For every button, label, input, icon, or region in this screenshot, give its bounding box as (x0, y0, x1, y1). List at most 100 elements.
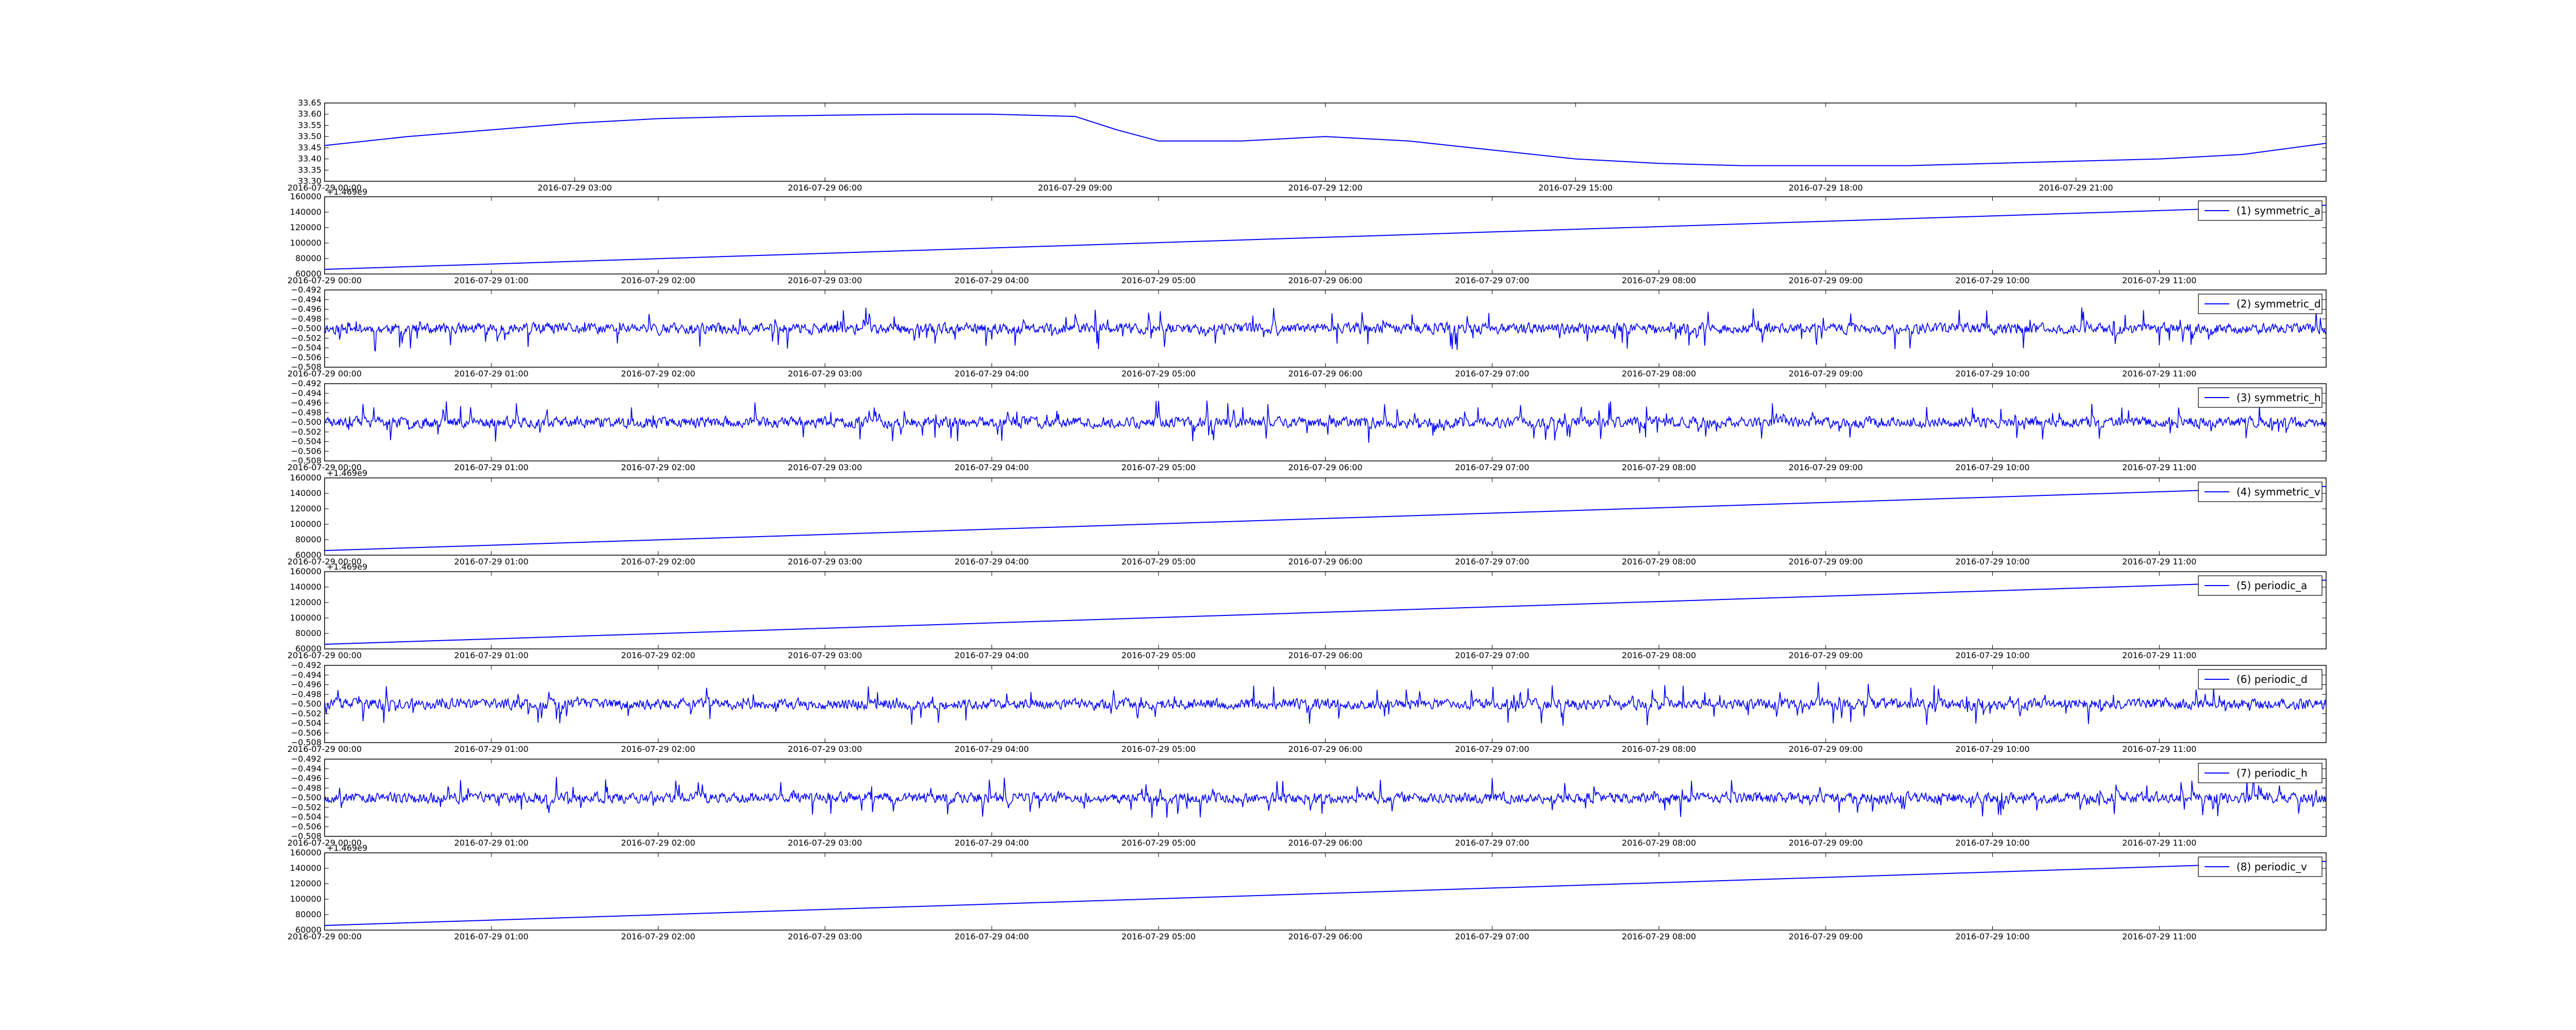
x-tick-label: 2016-07-29 05:00 (1122, 650, 1196, 660)
y-tick-label: −0.508 (291, 737, 321, 747)
x-tick-label: 2016-07-29 02:00 (621, 557, 695, 566)
y-tick-label: 60000 (295, 550, 321, 560)
y-tick-label: −0.502 (291, 333, 321, 343)
series-line-1 (324, 774, 2327, 818)
y-tick-label: −0.502 (291, 427, 321, 437)
legend: (5) periodic_a (2198, 575, 2323, 596)
y-tick-label: 80000 (295, 909, 321, 919)
x-tick-label: 2016-07-29 08:00 (1622, 557, 1696, 566)
y-tick-label: 60000 (295, 644, 321, 654)
x-tick-label: 2016-07-29 01:00 (454, 369, 529, 379)
y-tick-label: 160000 (290, 192, 321, 201)
x-tick-label: 2016-07-29 06:00 (1288, 557, 1362, 566)
x-tick-label: 2016-07-29 02:00 (621, 744, 695, 754)
y-tick-label: −0.494 (291, 764, 321, 774)
y-tick-label: 33.65 (298, 98, 321, 108)
y-tick-label: 100000 (290, 238, 321, 248)
x-tick-label: 2016-07-29 11:00 (2122, 838, 2196, 848)
x-tick-label: 2016-07-29 05:00 (1122, 369, 1196, 379)
legend: (2) symmetric_d (2198, 294, 2323, 314)
x-tick-label: 2016-07-29 00:00 (287, 932, 362, 941)
y-tick-label: −0.506 (291, 728, 321, 737)
x-tick-label: 2016-07-29 02:00 (621, 369, 695, 379)
series-line-1 (324, 861, 2327, 926)
x-tick-label: 2016-07-29 07:00 (1455, 650, 1529, 660)
chart-panel-2: (1) symmetric_a 60000 80000 100000 120000 140… (287, 187, 2327, 285)
x-tick-label: 2016-07-29 11:00 (2122, 932, 2196, 941)
y-tick-label: 33.45 (298, 143, 321, 152)
x-tick-label: 2016-07-29 05:00 (1122, 462, 1196, 472)
y-tick-label: 120000 (290, 879, 321, 888)
y-tick-label: −0.496 (291, 680, 321, 690)
y-tick-label: 140000 (290, 488, 321, 498)
x-tick-label: 2016-07-29 08:00 (1622, 369, 1696, 379)
x-tick-label: 2016-07-29 03:00 (788, 932, 862, 941)
y-tick-label: 160000 (290, 566, 321, 576)
x-tick-label: 2016-07-29 06:00 (1288, 838, 1362, 848)
y-tick-label: 33.50 (298, 131, 321, 141)
x-tick-label: 2016-07-29 07:00 (1455, 369, 1529, 379)
legend: (1) symmetric_a (2198, 200, 2323, 221)
y-offset-text: +1.469e9 (327, 468, 367, 478)
x-tick-label: 2016-07-29 05:00 (1122, 276, 1196, 285)
series-line-1 (324, 204, 2327, 270)
plot-area-frame (324, 102, 2327, 182)
x-tick-label: 2016-07-29 10:00 (1955, 650, 2029, 660)
y-offset-text: +1.469e9 (327, 187, 367, 197)
chart-panel-7: (6) periodic_d−0.508−0.506−0.504−0.502−0… (287, 660, 2327, 754)
legend: (4) symmetric_v (2198, 482, 2323, 502)
y-tick-label: −0.500 (291, 323, 321, 333)
x-tick-label: 2016-07-29 11:00 (2122, 650, 2196, 660)
legend-label: (4) symmetric_v (2236, 486, 2320, 498)
y-tick-label: −0.500 (291, 699, 321, 709)
y-tick-label: 60000 (295, 269, 321, 279)
x-tick-label: 2016-07-29 08:00 (1622, 276, 1696, 285)
y-tick-label: −0.496 (291, 398, 321, 408)
x-tick-label: 2016-07-29 11:00 (2122, 276, 2196, 285)
x-tick-label: 2016-07-29 21:00 (2039, 183, 2113, 193)
y-tick-label: 140000 (290, 582, 321, 592)
x-tick-label: 2016-07-29 09:00 (1789, 276, 1863, 285)
y-tick-label: 120000 (290, 222, 321, 232)
y-tick-label: −0.502 (291, 709, 321, 718)
x-tick-label: 2016-07-29 07:00 (1455, 932, 1529, 941)
x-tick-label: 2016-07-29 01:00 (454, 557, 529, 566)
legend-label: (6) periodic_d (2236, 673, 2308, 685)
series-line-1 (324, 579, 2327, 645)
y-tick-label: −0.494 (291, 388, 321, 398)
x-tick-label: 2016-07-29 00:00 (287, 838, 362, 848)
series-line-1 (324, 401, 2327, 443)
x-tick-label: 2016-07-29 00:00 (287, 557, 362, 566)
x-tick-label: 2016-07-29 07:00 (1455, 744, 1529, 754)
legend-label: (1) symmetric_a (2236, 204, 2320, 217)
x-tick-label: 2016-07-29 07:00 (1455, 557, 1529, 566)
x-tick-label: 2016-07-29 10:00 (1955, 838, 2029, 848)
x-tick-label: 2016-07-29 01:00 (454, 462, 529, 472)
x-tick-label: 2016-07-29 08:00 (1622, 932, 1696, 941)
plot-area-frame (324, 477, 2327, 556)
x-tick-label: 2016-07-29 03:00 (788, 462, 862, 472)
y-tick-label: −0.492 (291, 754, 321, 764)
y-tick-label: 60000 (295, 925, 321, 935)
x-tick-label: 2016-07-29 05:00 (1122, 557, 1196, 566)
y-tick-label: 80000 (295, 535, 321, 544)
x-tick-label: 2016-07-29 03:00 (788, 369, 862, 379)
x-tick-label: 2016-07-29 04:00 (955, 744, 1029, 754)
x-tick-label: 2016-07-29 05:00 (1122, 744, 1196, 754)
y-tick-label: 33.60 (298, 109, 321, 119)
x-tick-label: 2016-07-29 10:00 (1955, 462, 2029, 472)
x-tick-label: 2016-07-29 10:00 (1955, 744, 2029, 754)
y-tick-label: −0.508 (291, 362, 321, 372)
plot-area-frame (324, 383, 2327, 461)
x-tick-label: 2016-07-29 00:00 (287, 183, 362, 193)
x-tick-label: 2016-07-29 02:00 (621, 932, 695, 941)
x-tick-label: 2016-07-29 04:00 (955, 650, 1029, 660)
y-tick-label: −0.492 (291, 660, 321, 670)
series-line-1 (324, 113, 2327, 166)
y-offset-text: +1.469e9 (327, 562, 367, 572)
x-tick-label: 2016-07-29 06:00 (1288, 462, 1362, 472)
chart-panel-4: (3) symmetric_h−0.508−0.506−0.504−0.502−… (287, 379, 2327, 472)
x-tick-label: 2016-07-29 07:00 (1455, 838, 1529, 848)
